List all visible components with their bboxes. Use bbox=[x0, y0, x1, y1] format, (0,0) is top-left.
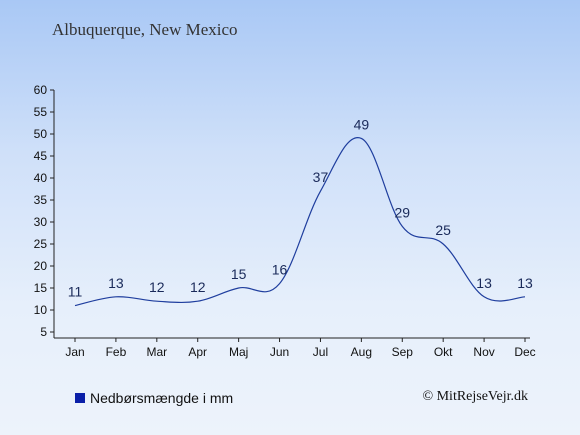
data-label: 13 bbox=[476, 275, 492, 291]
x-tick-label: Jun bbox=[270, 345, 289, 359]
y-tick-label: 45 bbox=[34, 149, 48, 163]
legend-label: Nedbørsmængde i mm bbox=[90, 390, 234, 406]
y-tick-label: 40 bbox=[34, 171, 48, 185]
data-label: 13 bbox=[108, 275, 124, 291]
data-label: 16 bbox=[272, 262, 288, 278]
data-label: 37 bbox=[313, 169, 329, 185]
x-tick-label: Jul bbox=[313, 345, 328, 359]
x-tick-label: Dec bbox=[514, 345, 535, 359]
y-tick-label: 10 bbox=[34, 303, 48, 317]
y-tick-label: 15 bbox=[34, 281, 48, 295]
x-tick-label: Sep bbox=[392, 345, 414, 359]
data-label: 13 bbox=[517, 275, 533, 291]
series-line bbox=[74, 137, 526, 307]
data-label: 49 bbox=[354, 116, 370, 132]
data-label: 25 bbox=[435, 222, 451, 238]
x-tick-label: Nov bbox=[473, 345, 494, 359]
y-tick-label: 25 bbox=[34, 237, 48, 251]
legend-swatch bbox=[75, 393, 85, 403]
x-tick-label: Jan bbox=[65, 345, 84, 359]
data-label: 12 bbox=[149, 279, 165, 295]
y-tick-label: 50 bbox=[34, 127, 48, 141]
y-tick-label: 35 bbox=[34, 193, 48, 207]
x-tick-label: Aug bbox=[351, 345, 372, 359]
y-tick-label: 20 bbox=[34, 259, 48, 273]
legend: Nedbørsmængde i mm bbox=[75, 390, 233, 406]
x-tick-label: Apr bbox=[188, 345, 207, 359]
credit-text: © MitRejseVejr.dk bbox=[422, 389, 528, 404]
x-tick-label: Feb bbox=[106, 345, 127, 359]
y-tick-label: 55 bbox=[34, 105, 48, 119]
data-label: 12 bbox=[190, 279, 206, 295]
x-tick-label: Okt bbox=[434, 345, 453, 359]
y-tick-label: 60 bbox=[34, 83, 48, 97]
data-label: 15 bbox=[231, 266, 247, 282]
y-tick-label: 5 bbox=[40, 325, 47, 339]
x-tick-label: Mar bbox=[146, 345, 167, 359]
data-label: 29 bbox=[394, 204, 410, 220]
y-tick-label: 30 bbox=[34, 215, 48, 229]
data-label: 11 bbox=[68, 284, 83, 300]
chart-title: Albuquerque, New Mexico bbox=[52, 20, 238, 39]
x-tick-label: Maj bbox=[229, 345, 248, 359]
